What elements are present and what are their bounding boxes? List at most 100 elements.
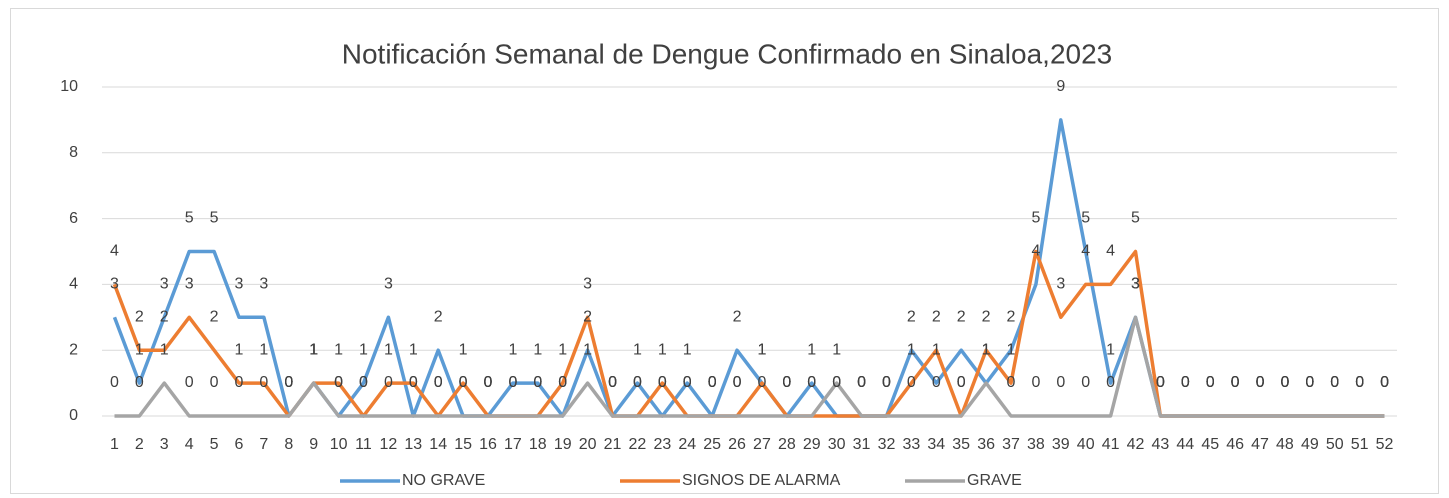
data-label: 1 (309, 341, 318, 358)
legend-label: GRAVE (967, 472, 1022, 489)
data-label: 0 (608, 374, 617, 391)
data-label: 9 (1056, 78, 1065, 95)
x-tick-label: 49 (1301, 436, 1319, 453)
x-tick-label: 25 (703, 436, 721, 453)
data-label: 1 (235, 341, 244, 358)
data-label: 2 (583, 308, 592, 325)
data-label: 5 (185, 210, 194, 227)
x-tick-label: 17 (504, 436, 522, 453)
x-tick-label: 22 (629, 436, 647, 453)
data-label: 1 (907, 341, 916, 358)
data-label: 0 (932, 374, 941, 391)
data-label: 5 (1031, 210, 1040, 227)
data-label: 0 (882, 374, 891, 391)
data-label: 0 (658, 374, 667, 391)
data-label: 0 (484, 374, 493, 391)
x-tick-label: 1 (110, 436, 119, 453)
data-label: 0 (683, 374, 692, 391)
data-label: 3 (384, 276, 393, 293)
data-label: 0 (1256, 374, 1265, 391)
x-tick-label: 38 (1027, 436, 1045, 453)
data-label: 3 (185, 276, 194, 293)
data-label: 2 (210, 308, 219, 325)
x-tick-label: 10 (330, 436, 348, 453)
data-label: 0 (409, 374, 418, 391)
x-tick-label: 3 (160, 436, 169, 453)
x-tick-label: 32 (878, 436, 896, 453)
data-label: 0 (957, 374, 966, 391)
data-label: 1 (633, 341, 642, 358)
x-tick-label: 36 (977, 436, 995, 453)
data-label: 0 (1206, 374, 1215, 391)
chart-title: Notificación Semanal de Dengue Confirmad… (342, 38, 1113, 69)
data-label: 1 (309, 341, 318, 358)
data-label: 5 (210, 210, 219, 227)
data-label: 0 (658, 374, 667, 391)
x-tick-label: 5 (210, 436, 219, 453)
x-tick-label: 21 (604, 436, 622, 453)
data-label: 0 (683, 374, 692, 391)
y-tick-label: 2 (69, 341, 78, 358)
data-label: 0 (1156, 374, 1165, 391)
x-tick-label: 35 (952, 436, 970, 453)
data-label: 3 (235, 276, 244, 293)
data-label: 1 (533, 341, 542, 358)
data-label: 4 (1031, 243, 1040, 260)
data-label: 1 (658, 341, 667, 358)
data-label: 0 (1330, 374, 1339, 391)
legend-label: SIGNOS DE ALARMA (682, 472, 841, 489)
data-label: 4 (1081, 243, 1090, 260)
data-label: 1 (932, 341, 941, 358)
data-label: 0 (210, 374, 219, 391)
data-label: 1 (409, 341, 418, 358)
data-label: 0 (857, 374, 866, 391)
data-label: 3 (1131, 276, 1140, 293)
data-label: 0 (384, 374, 393, 391)
data-label: 0 (1181, 374, 1190, 391)
data-label: 0 (1231, 374, 1240, 391)
data-label: 1 (757, 341, 766, 358)
x-tick-label: 9 (309, 436, 318, 453)
data-label: 4 (110, 243, 119, 260)
data-label: 0 (1031, 374, 1040, 391)
data-label: 0 (1330, 374, 1339, 391)
data-label: 2 (733, 308, 742, 325)
data-label: 2 (957, 308, 966, 325)
data-label: 0 (558, 374, 567, 391)
x-tick-label: 24 (678, 436, 696, 453)
x-tick-label: 51 (1351, 436, 1369, 453)
data-label: 0 (533, 374, 542, 391)
x-tick-label: 14 (429, 436, 447, 453)
data-label: 0 (857, 374, 866, 391)
data-label: 0 (1305, 374, 1314, 391)
x-tick-label: 2 (135, 436, 144, 453)
x-tick-label: 52 (1376, 436, 1394, 453)
data-label: 1 (1106, 341, 1115, 358)
data-label: 0 (359, 374, 368, 391)
data-label: 0 (1280, 374, 1289, 391)
data-label: 0 (135, 374, 144, 391)
data-label: 0 (1355, 374, 1364, 391)
data-label: 1 (508, 341, 517, 358)
data-label: 0 (235, 374, 244, 391)
data-label: 2 (434, 308, 443, 325)
data-label: 0 (1056, 374, 1065, 391)
data-label: 1 (309, 341, 318, 358)
data-label: 2 (982, 308, 991, 325)
x-tick-label: 30 (828, 436, 846, 453)
data-label: 3 (160, 276, 169, 293)
data-label: 3 (259, 276, 268, 293)
data-label: 1 (135, 341, 144, 358)
data-label: 0 (1156, 374, 1165, 391)
y-tick-label: 0 (69, 407, 78, 424)
series-line (114, 315, 1385, 418)
data-label: 0 (434, 374, 443, 391)
x-tick-label: 4 (185, 436, 194, 453)
data-label: 2 (907, 308, 916, 325)
data-label: 1 (982, 341, 991, 358)
data-label: 3 (583, 276, 592, 293)
x-tick-label: 41 (1102, 436, 1120, 453)
y-tick-label: 8 (69, 144, 78, 161)
x-tick-label: 13 (404, 436, 422, 453)
x-tick-label: 31 (853, 436, 871, 453)
